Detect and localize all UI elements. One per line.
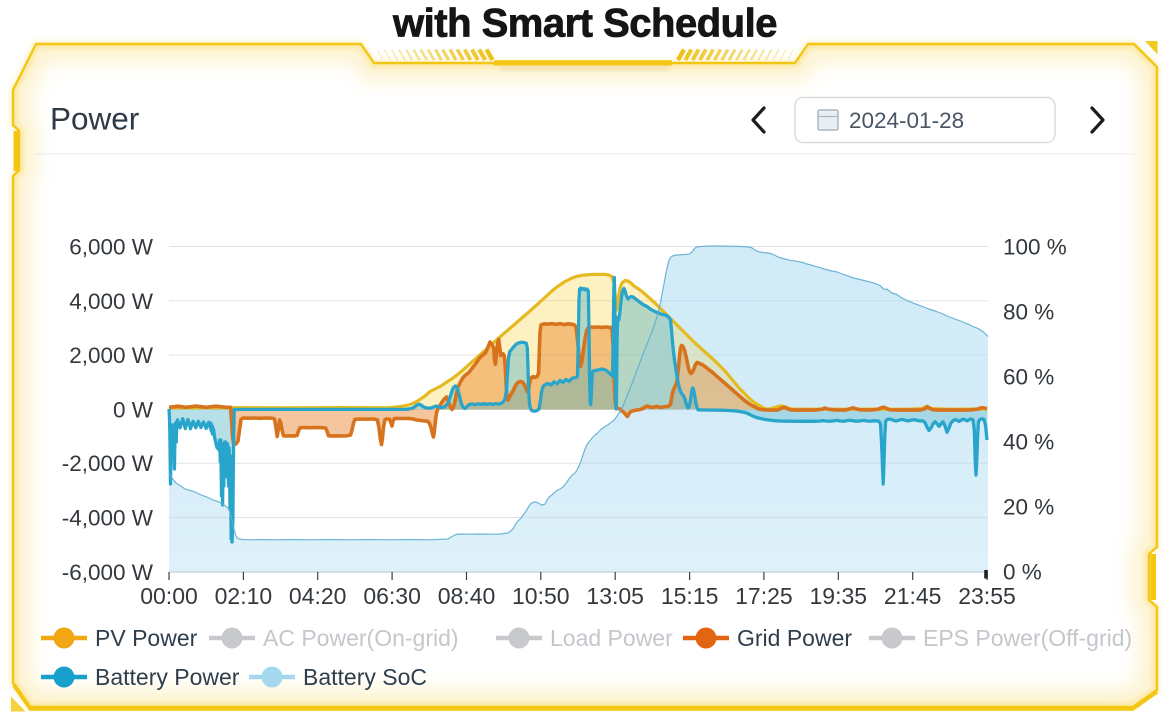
svg-text:40 %: 40 % bbox=[1003, 430, 1054, 455]
svg-text:EPS Power(Off-grid): EPS Power(Off-grid) bbox=[923, 625, 1132, 651]
svg-text:2024-01-28: 2024-01-28 bbox=[849, 108, 964, 133]
svg-text:21:45: 21:45 bbox=[884, 583, 942, 609]
svg-text:Grid Power: Grid Power bbox=[737, 625, 852, 651]
svg-text:60 %: 60 % bbox=[1003, 365, 1054, 390]
svg-text:17:25: 17:25 bbox=[735, 583, 793, 609]
svg-text:Battery Power: Battery Power bbox=[95, 664, 240, 690]
svg-text:100 %: 100 % bbox=[1003, 235, 1067, 260]
svg-text:80 %: 80 % bbox=[1003, 300, 1054, 325]
svg-text:19:35: 19:35 bbox=[810, 583, 868, 609]
svg-text:08:40: 08:40 bbox=[438, 583, 496, 609]
svg-text:4,000 W: 4,000 W bbox=[69, 289, 154, 314]
svg-text:0 W: 0 W bbox=[113, 398, 154, 423]
svg-text:02:10: 02:10 bbox=[215, 583, 273, 609]
svg-text:04:20: 04:20 bbox=[289, 583, 347, 609]
svg-text:00:00: 00:00 bbox=[140, 583, 198, 609]
svg-text:6,000 W: 6,000 W bbox=[69, 235, 154, 260]
svg-text:20 %: 20 % bbox=[1003, 495, 1054, 520]
svg-text:-2,000 W: -2,000 W bbox=[62, 451, 154, 476]
svg-text:13:05: 13:05 bbox=[586, 583, 644, 609]
svg-text:with Smart Schedule: with Smart Schedule bbox=[392, 2, 777, 46]
svg-text:PV Power: PV Power bbox=[95, 625, 198, 651]
svg-text:10:50: 10:50 bbox=[512, 583, 570, 609]
svg-text:0 %: 0 % bbox=[1003, 560, 1042, 585]
svg-text:2,000 W: 2,000 W bbox=[69, 343, 154, 368]
svg-text:15:15: 15:15 bbox=[661, 583, 719, 609]
svg-text:06:30: 06:30 bbox=[363, 583, 421, 609]
svg-text:23:55: 23:55 bbox=[958, 583, 1016, 609]
svg-text:Load Power: Load Power bbox=[550, 625, 673, 651]
svg-text:Battery SoC: Battery SoC bbox=[303, 664, 427, 690]
svg-text:Power: Power bbox=[50, 101, 139, 137]
svg-text:AC Power(On-grid): AC Power(On-grid) bbox=[263, 625, 459, 651]
svg-text:-4,000 W: -4,000 W bbox=[62, 506, 154, 531]
svg-text:-6,000 W: -6,000 W bbox=[62, 560, 154, 585]
